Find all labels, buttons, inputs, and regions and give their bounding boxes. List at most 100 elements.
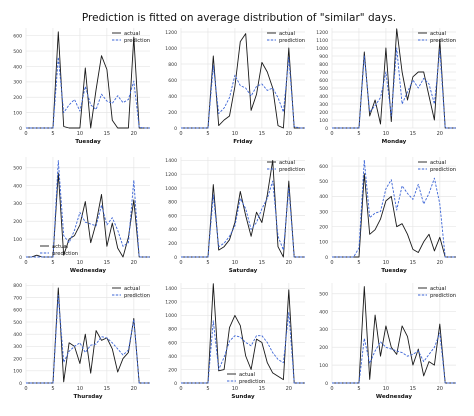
x-axis-label: Sunday bbox=[231, 394, 255, 400]
y-tick-label: 800 bbox=[319, 62, 328, 68]
y-tick-label: 600 bbox=[13, 33, 22, 39]
x-axis-label: Friday bbox=[233, 139, 253, 145]
x-tick-label: 10 bbox=[77, 260, 83, 266]
x-tick-label: 20 bbox=[131, 131, 137, 137]
y-tick-label: 600 bbox=[168, 340, 177, 346]
x-tick-label: 0 bbox=[179, 260, 182, 266]
y-tick-label: 0 bbox=[19, 126, 22, 132]
x-axis-label: Tuesday bbox=[75, 139, 101, 145]
y-tick-label: 200 bbox=[13, 356, 22, 362]
x-tick-label: 0 bbox=[330, 386, 333, 392]
subplot-3: 0100200300400500600700800900100011001200… bbox=[316, 28, 456, 145]
y-tick-label: 400 bbox=[319, 94, 328, 100]
x-tick-label: 15 bbox=[104, 260, 110, 266]
x-tick-label: 20 bbox=[286, 131, 292, 137]
x-tick-label: 20 bbox=[437, 260, 443, 266]
y-tick-label: 400 bbox=[319, 309, 328, 315]
x-tick-label: 20 bbox=[286, 386, 292, 392]
x-tick-label: 15 bbox=[410, 260, 416, 266]
x-tick-label: 10 bbox=[232, 260, 238, 266]
x-axis-label: Wednesday bbox=[70, 268, 106, 274]
y-tick-label: 1000 bbox=[165, 186, 177, 192]
subplot-1: 0 100 200 300 400 500 600 0 5 10 15 20 Tuesday actual… bbox=[13, 28, 150, 145]
y-tick-label: 0 bbox=[19, 381, 22, 387]
y-tick-label: 500 bbox=[319, 86, 328, 92]
y-tick-label: 300 bbox=[13, 80, 22, 86]
y-tick-label: 0 bbox=[174, 126, 177, 132]
y-tick-label: 100 bbox=[13, 110, 22, 116]
x-tick-label: 20 bbox=[131, 386, 137, 392]
y-tick-label: 400 bbox=[168, 94, 177, 100]
y-tick-label: 500 bbox=[13, 166, 22, 172]
x-tick-label: 0 bbox=[179, 386, 182, 392]
y-tick-label: 200 bbox=[168, 241, 177, 247]
x-tick-label: 15 bbox=[259, 386, 265, 392]
y-tick-label: 500 bbox=[319, 292, 328, 298]
x-tick-label: 20 bbox=[286, 260, 292, 266]
y-tick-label: 700 bbox=[13, 295, 22, 301]
x-tick-label: 5 bbox=[206, 260, 209, 266]
x-tick-label: 0 bbox=[330, 260, 333, 266]
y-tick-label: 1000 bbox=[165, 313, 177, 319]
x-tick-label: 15 bbox=[104, 386, 110, 392]
subplot-8: 0 200 400 600 800 1000 1200 1400 0 5 10 15 20 Sunday a… bbox=[165, 283, 305, 400]
y-tick-label: 400 bbox=[13, 64, 22, 70]
y-tick-label: 600 bbox=[319, 164, 328, 170]
y-tick-label: 400 bbox=[319, 194, 328, 200]
y-tick-label: 600 bbox=[168, 78, 177, 84]
x-tick-label: 10 bbox=[383, 131, 389, 137]
series-line-actual bbox=[332, 286, 456, 384]
y-tick-label: 300 bbox=[319, 327, 328, 333]
series-line-prediction bbox=[26, 56, 150, 129]
x-tick-label: 15 bbox=[259, 131, 265, 137]
y-tick-label: 200 bbox=[319, 224, 328, 230]
legend-label-actual: actual bbox=[279, 31, 295, 37]
y-tick-label: 1400 bbox=[165, 286, 177, 292]
legend-label-actual: actual bbox=[52, 244, 68, 250]
x-tick-label: 5 bbox=[357, 386, 360, 392]
x-tick-label: 15 bbox=[410, 386, 416, 392]
x-tick-label: 0 bbox=[330, 131, 333, 137]
x-axis-label: Tuesday bbox=[381, 268, 407, 274]
legend-label-prediction: prediction bbox=[52, 251, 78, 257]
series-line-actual bbox=[26, 31, 150, 129]
y-tick-label: 800 bbox=[168, 62, 177, 68]
x-tick-label: 0 bbox=[24, 386, 27, 392]
y-tick-label: 100 bbox=[13, 237, 22, 243]
y-tick-label: 200 bbox=[13, 95, 22, 101]
y-tick-label: 600 bbox=[168, 213, 177, 219]
y-tick-label: 1200 bbox=[165, 172, 177, 178]
y-tick-label: 600 bbox=[319, 78, 328, 84]
series-line-prediction bbox=[181, 57, 305, 129]
y-tick-label: 200 bbox=[319, 110, 328, 116]
y-tick-label: 0 bbox=[174, 255, 177, 261]
y-tick-label: 0 bbox=[325, 381, 328, 387]
x-axis-label: Saturday bbox=[229, 268, 258, 274]
legend-label-prediction: prediction bbox=[239, 379, 265, 385]
y-tick-label: 100 bbox=[319, 363, 328, 369]
legend-label-actual: actual bbox=[430, 160, 446, 166]
legend-label-actual: actual bbox=[430, 31, 446, 37]
legend-label-prediction: prediction bbox=[124, 38, 150, 44]
subplot-5: 0 200 400 600 800 1000 1200 1400 0 5 10 15 20 Saturda… bbox=[165, 157, 305, 274]
legend-label-prediction: prediction bbox=[279, 167, 305, 173]
legend-label-prediction: prediction bbox=[279, 38, 305, 44]
x-tick-label: 0 bbox=[179, 131, 182, 137]
y-tick-label: 900 bbox=[319, 54, 328, 60]
x-tick-label: 10 bbox=[232, 386, 238, 392]
x-tick-label: 15 bbox=[259, 260, 265, 266]
y-tick-label: 500 bbox=[13, 320, 22, 326]
legend-label-prediction: prediction bbox=[124, 293, 150, 299]
legend-label-prediction: prediction bbox=[430, 167, 456, 173]
subplot-7: 0 100 200 300 400 500 600 700 800 0 5 10 15 20 Thursda… bbox=[13, 283, 150, 400]
y-tick-label: 200 bbox=[168, 110, 177, 116]
